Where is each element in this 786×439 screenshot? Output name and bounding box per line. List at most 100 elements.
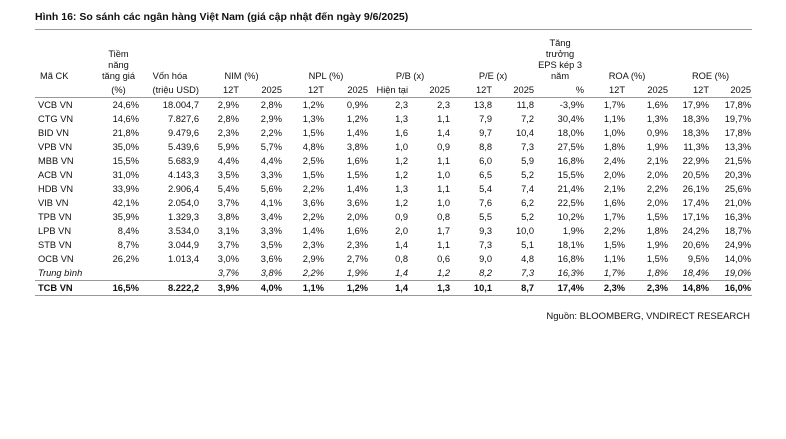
value-cell: 2,8% — [260, 100, 282, 110]
value-cell: 1,3% — [302, 114, 324, 124]
value-cell: 4,8% — [302, 142, 324, 152]
value-cell: 2,2% — [603, 226, 626, 236]
value-cell: 7,2 — [521, 114, 535, 124]
table-row: OCB VN 26,2% 1.013,4 3,0% 3,6% 2,9% 2,7% 0,8 0,6… — [35, 252, 752, 266]
column-subheader: 12T — [669, 82, 711, 98]
value-cell: 21,4% — [557, 184, 585, 194]
value-cell: 5,2 — [521, 212, 535, 222]
value-cell: 4,4% — [217, 156, 239, 166]
value-cell: 10,4 — [515, 128, 535, 138]
value-cell: 15,5% — [557, 170, 585, 180]
table-row: VPB VN 35,0% 5.439,6 5,9% 5,7% 4,8% 3,8% 1,0 0,9… — [35, 140, 752, 154]
value-cell — [140, 266, 200, 281]
value-cell: 18,3% — [682, 114, 710, 124]
value-cell: 2,7% — [346, 254, 369, 264]
value-cell: 1,2% — [325, 280, 370, 296]
value-cell: 3.044,9 — [167, 240, 199, 250]
value-cell: 1,7% — [603, 268, 626, 278]
table-row: ACB VN 31,0% 4.143,3 3,5% 3,3% 1,5% 1,5% 1,2 1,0… — [35, 168, 752, 182]
value-cell — [97, 266, 140, 281]
value-cell: 8,4% — [117, 226, 139, 236]
value-cell: 2,9% — [217, 100, 239, 110]
value-cell: 5,5 — [479, 212, 493, 222]
value-cell: 18,3% — [682, 128, 710, 138]
column-subheader: 2025 — [240, 82, 283, 98]
value-cell: 2,0% — [646, 198, 669, 208]
value-cell: 2,3% — [302, 240, 324, 250]
value-cell: 1,2% — [346, 114, 369, 124]
value-cell: 18,7% — [724, 226, 752, 236]
value-cell: 4,0% — [240, 280, 283, 296]
value-cell: 1,5% — [646, 254, 669, 264]
value-cell: 0,8 — [437, 212, 451, 222]
column-header: NIM (%) — [224, 71, 259, 81]
value-cell: 1,0% — [603, 128, 626, 138]
figure-title: Hình 16: So sánh các ngân hàng Việt Nam … — [35, 11, 409, 23]
column-subheader: (triệu USD) — [140, 82, 200, 98]
ticker-cell: VPB VN — [38, 142, 73, 152]
value-cell: 2,4% — [603, 156, 626, 166]
value-cell: 18,1% — [557, 240, 585, 250]
value-cell: 2,0% — [646, 170, 669, 180]
value-cell: 13,3% — [724, 142, 752, 152]
value-cell: 3,8% — [346, 142, 369, 152]
column-header: ROA (%) — [608, 71, 646, 81]
value-cell: 1,3 — [409, 280, 452, 296]
value-cell: 3,7% — [217, 198, 239, 208]
value-cell: 1,3% — [646, 114, 669, 124]
table-row: CTG VN 14,6% 7.827,6 2,8% 2,9% 1,3% 1,2% 1,3 1,1… — [35, 112, 752, 126]
table-row: VIB VN 42,1% 2.054,0 3,7% 4,1% 3,6% 3,6% 1,2 1,0… — [35, 196, 752, 210]
value-cell: 3,3% — [260, 170, 282, 180]
value-cell: 35,0% — [112, 142, 139, 152]
value-cell: 20,5% — [682, 170, 710, 180]
value-cell: 2,2% — [302, 268, 324, 278]
value-cell: 0,8 — [395, 254, 409, 264]
value-cell: 2,0% — [346, 212, 369, 222]
value-cell: 3.534,0 — [167, 226, 199, 236]
column-header: NPL (%) — [308, 71, 344, 81]
value-cell: 14,8% — [669, 280, 711, 296]
value-cell: 1,2 — [395, 170, 409, 180]
value-cell: 16,3% — [557, 268, 585, 278]
value-cell: 5,4 — [479, 184, 493, 194]
column-header: Vốn hóa — [152, 71, 188, 81]
value-cell: 13,8 — [473, 100, 493, 110]
column-subheader: 2025 — [710, 82, 753, 98]
value-cell: 5,9% — [217, 142, 239, 152]
value-cell: 7,3 — [521, 268, 535, 278]
value-cell: 7,4 — [521, 184, 535, 194]
value-cell: 35,9% — [112, 212, 139, 222]
value-cell: 5,1 — [521, 240, 535, 250]
value-cell: 1,1 — [437, 114, 451, 124]
value-cell: 17,4% — [682, 198, 710, 208]
value-cell: 6,5 — [479, 170, 493, 180]
column-header: P/B (x) — [395, 71, 425, 81]
value-cell: 17,9% — [682, 100, 710, 110]
ticker-cell: TCB VN — [35, 280, 97, 296]
column-header: P/E (x) — [478, 71, 508, 81]
value-cell: 2.906,4 — [167, 184, 199, 194]
value-cell: 18.004,7 — [162, 100, 199, 110]
value-cell: 4,4% — [260, 156, 282, 166]
comparison-table: Mã CK Tiềm năng tăng giá Vốn hóa NIM (%) NPL… — [35, 29, 753, 296]
value-cell: 2.054,0 — [167, 198, 199, 208]
value-cell: 2,3 — [395, 100, 409, 110]
value-cell: 25,6% — [724, 184, 752, 194]
value-cell: 2,1% — [646, 156, 669, 166]
column-subheader: 12T — [585, 82, 627, 98]
value-cell: 16,8% — [557, 156, 585, 166]
column-subheader: 2025 — [325, 82, 370, 98]
ticker-cell: CTG VN — [38, 114, 74, 124]
value-cell: 19,0% — [724, 268, 752, 278]
value-cell: 16,5% — [97, 280, 140, 296]
value-cell: 20,3% — [724, 170, 752, 180]
value-cell: 1,9% — [562, 226, 585, 236]
column-header: Tiềm năng tăng giá — [101, 49, 136, 81]
value-cell: 14,0% — [724, 254, 752, 264]
value-cell: 8,2 — [479, 268, 493, 278]
value-cell: 1,9% — [646, 240, 669, 250]
source-note: Nguồn: BLOOMBERG, VNDIRECT RESEARCH — [546, 311, 750, 322]
value-cell: 1,5% — [346, 170, 369, 180]
value-cell: 1.329,3 — [167, 212, 199, 222]
value-cell: 5.439,6 — [167, 142, 199, 152]
